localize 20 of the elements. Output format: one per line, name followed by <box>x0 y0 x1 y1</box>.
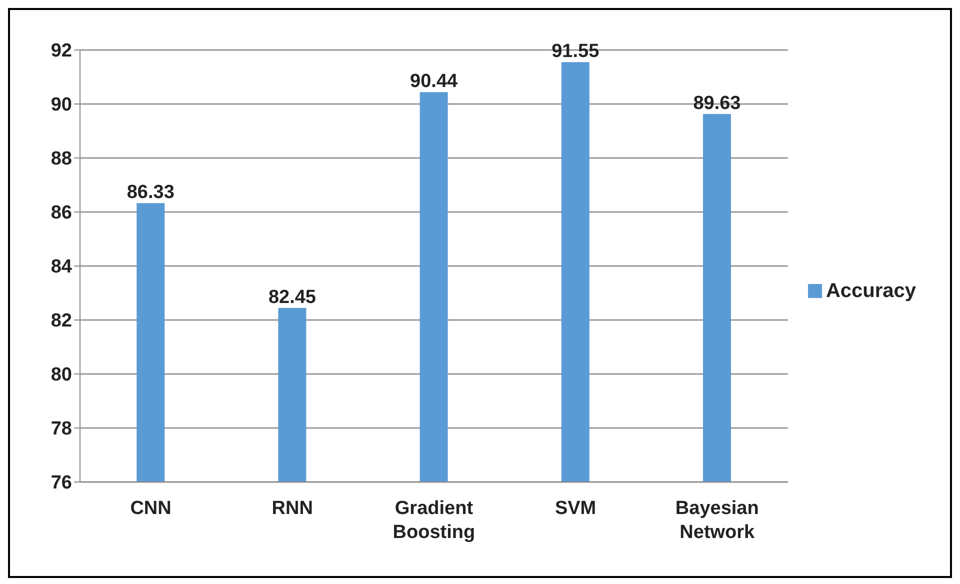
data-label: 91.55 <box>552 41 600 62</box>
y-tick-label: 82 <box>50 310 72 332</box>
y-tick-label: 90 <box>50 94 72 116</box>
y-tick-label: 88 <box>50 148 72 170</box>
y-tick-label: 92 <box>50 40 72 62</box>
data-label: 90.44 <box>410 71 458 92</box>
y-tick-label: 86 <box>50 202 72 224</box>
y-tick-label: 80 <box>50 364 72 386</box>
data-label: 86.33 <box>126 182 174 204</box>
data-label: 82.45 <box>268 286 316 308</box>
x-tick-label: Gradient Boosting <box>392 498 476 543</box>
y-tick-label: 84 <box>50 256 72 278</box>
x-tick-label: CNN <box>130 498 172 519</box>
data-label: 89.63 <box>693 92 741 114</box>
y-tick-label: 78 <box>50 418 72 440</box>
x-tick-label: RNN <box>272 498 313 519</box>
legend-label: Accuracy <box>826 280 916 302</box>
y-tick-label: 76 <box>50 472 72 494</box>
x-tick-label: Bayesian Network <box>675 498 759 543</box>
x-tick-label: SVM <box>554 498 596 519</box>
